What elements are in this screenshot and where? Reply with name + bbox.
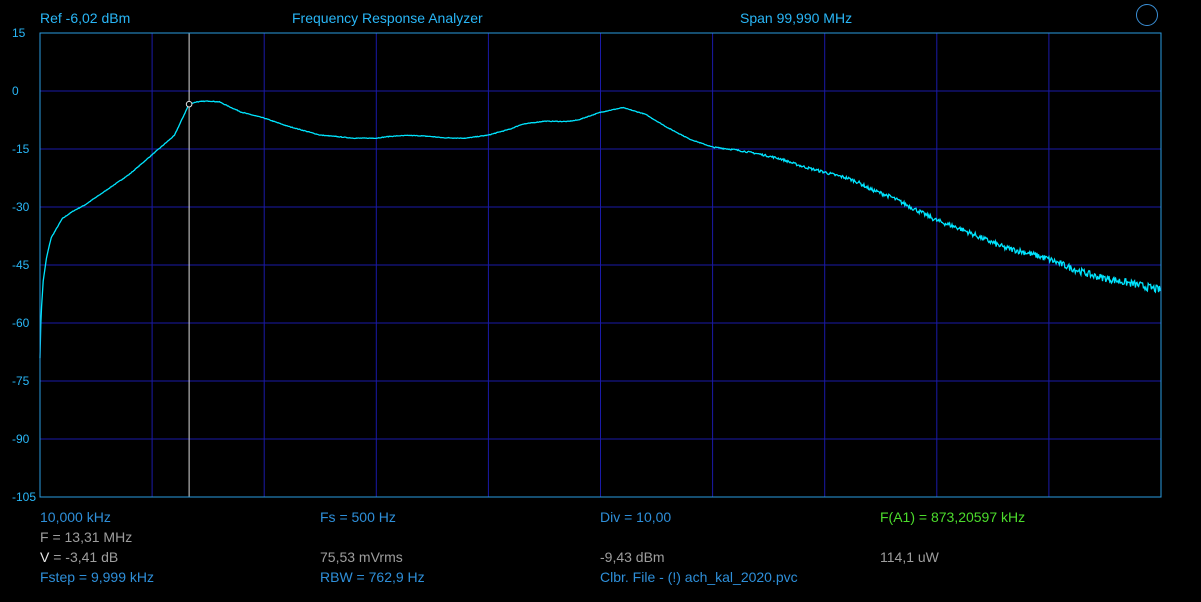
fa1-value: F(A1) = 873,20597 kHz [880,509,1026,525]
dbm-value: -9,43 dBm [600,549,665,565]
marker-point [185,100,193,108]
trace-line [39,100,1162,359]
plot-frame [39,32,1162,498]
y-tick-label: -60 [12,316,30,330]
span-label: Span 99,990 MHz [740,10,853,26]
y-tick-label: -45 [12,258,30,272]
div-value: Div = 10,00 [600,509,672,525]
circle-indicator-button[interactable] [1136,4,1158,26]
fstep-value: Fstep = 9,999 kHz [40,569,155,585]
fs-value: Fs = 500 Hz [320,509,396,525]
y-tick-label: -75 [12,374,30,388]
marker-layer[interactable] [185,33,193,497]
calibration-file: Clbr. File - (!) ach_kal_2020.pvc [600,569,798,585]
y-tick-label: -15 [12,142,30,156]
ref-level-label: Ref -6,02 dBm [40,10,131,26]
marker-frequency: F = 13,31 MHz [40,529,133,545]
mvrms-value: 75,53 mVrms [320,549,403,565]
plot-grid [40,33,1161,497]
y-tick-label: 15 [12,26,26,40]
y-tick-label: -105 [12,490,36,504]
y-tick-label: -30 [12,200,30,214]
y-tick-label: 0 [12,84,19,98]
chart-title: Frequency Response Analyzer [292,10,483,26]
y-tick-labels: 15 0 -15 -30 -45 -60 -75 -90 -105 [12,26,36,504]
v-value: = -3,41 dB [49,549,119,565]
response-trace [39,100,1162,359]
power-value: 114,1 uW [880,549,939,565]
marker-level: V = -3,41 dB [40,549,118,565]
y-tick-label: -90 [12,432,30,446]
start-frequency: 10,000 kHz [40,509,111,525]
rbw-value: RBW = 762,9 Hz [320,569,425,585]
v-label: V [40,549,50,565]
